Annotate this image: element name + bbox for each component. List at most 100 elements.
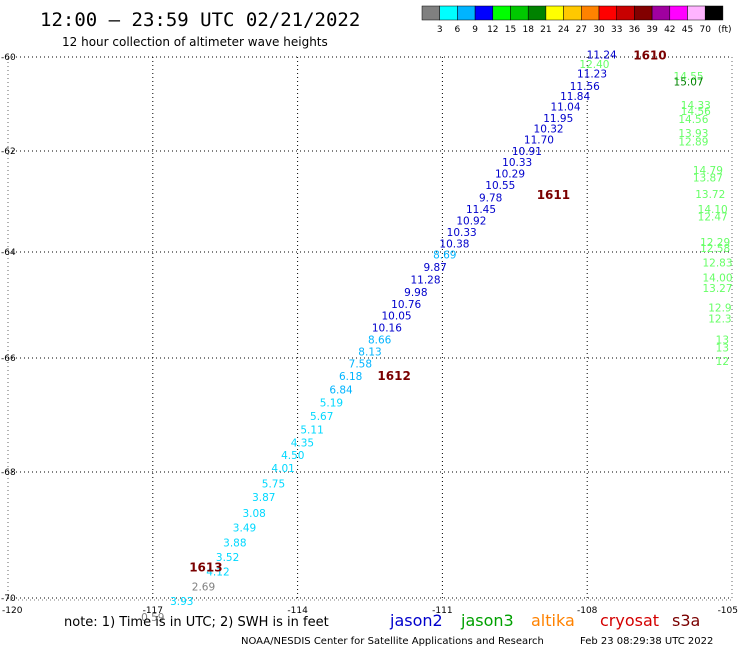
chart-title: 12:00 – 23:59 UTC 02/21/2022 <box>40 9 360 31</box>
wave-height-value: 9.78 <box>479 192 502 204</box>
wave-height-value: 5.19 <box>320 397 343 409</box>
wave-height-value: 12.9 <box>708 303 731 315</box>
scale-label: 24 <box>558 25 570 35</box>
wave-height-value: 11.23 <box>577 68 607 80</box>
scale-label: 3 <box>437 25 443 35</box>
wave-height-value: 12.89 <box>678 137 708 149</box>
wave-height-value: 8.13 <box>358 347 381 359</box>
scale-swatch <box>581 5 600 21</box>
satellite-label: altika <box>531 611 575 630</box>
scale-swatch <box>651 5 671 21</box>
wave-height-value: 11.04 <box>550 101 580 113</box>
scale-swatch <box>474 5 494 21</box>
scale-swatch <box>563 5 582 21</box>
y-tick-label: -62 <box>1 147 16 157</box>
scale-swatch <box>634 5 653 21</box>
wave-height-value: 3.49 <box>233 522 256 534</box>
wave-height-value: 3.93 <box>170 596 193 608</box>
x-tick-label: -120 <box>2 606 23 616</box>
wave-height-value: 5.75 <box>262 478 285 490</box>
wave-height-value: 10.76 <box>391 299 421 311</box>
wave-height-value: 12.83 <box>702 258 732 270</box>
wave-height-value: 13.87 <box>693 172 723 184</box>
y-tick-label: -64 <box>1 248 16 258</box>
scale-swatch <box>492 5 511 21</box>
wave-height-value: 3.88 <box>223 538 246 550</box>
wave-height-value: 11.45 <box>466 204 496 216</box>
x-tick-label: -108 <box>577 606 598 616</box>
wave-height-value: 10.05 <box>382 311 412 323</box>
scale-label: 9 <box>472 25 478 35</box>
y-tick-label: -66 <box>1 354 16 364</box>
wave-height-value: 14.56 <box>681 106 711 118</box>
scale-label: 12 <box>487 25 498 35</box>
wave-height-value: 13 <box>716 334 729 346</box>
wave-height-value: 10.38 <box>439 238 469 250</box>
wave-height-value: 3.52 <box>216 552 239 564</box>
wave-height-value: 12.40 <box>579 59 609 71</box>
wave-height-value: 14.10 <box>698 204 728 216</box>
wave-height-value: 3.08 <box>242 508 265 520</box>
wave-height-value: 11.56 <box>570 81 600 93</box>
pass-labels: 1610 1611 1612 1613 <box>189 49 666 575</box>
wave-height-value: 4.12 <box>206 567 229 579</box>
wave-height-value: 6.18 <box>339 371 362 383</box>
scale-swatch <box>510 5 529 21</box>
wave-height-value: 12.29 <box>700 237 730 249</box>
wave-height-value: 10.33 <box>502 157 532 169</box>
scale-label: 30 <box>593 25 605 35</box>
satellite-legend: jason2 jason3 altika cryosat s3a <box>389 611 700 630</box>
y-tick-label: -70 <box>1 594 16 604</box>
scale-label: 21 <box>540 25 551 35</box>
wave-height-value: 5.67 <box>310 411 333 423</box>
scale-label: 15 <box>505 25 516 35</box>
satellite-label: jason2 <box>389 611 443 630</box>
wave-height-value: 9.87 <box>423 262 446 274</box>
scale-swatch <box>527 5 547 21</box>
wave-height-value: 12.3 <box>708 313 731 325</box>
scale-unit-label: (ft) <box>718 25 732 35</box>
footer-note: note: 1) Time is in UTC; 2) SWH is in fe… <box>64 615 329 630</box>
wave-height-value: 12 <box>716 356 729 368</box>
chart-subtitle: 12 hour collection of altimeter wave hei… <box>62 35 328 49</box>
scale-swatch <box>704 5 724 21</box>
x-tick-label: -111 <box>432 606 452 616</box>
color-scale-legend: 3 6 9 12 15 18 21 24 27 30 33 36 39 42 45 70 <box>421 5 724 35</box>
footer-timestamp: Feb 23 08:29:38 UTC 2022 <box>580 636 713 647</box>
scale-label: 36 <box>629 25 641 35</box>
axis-ticks: -120 -117 -114 -111 -108 -105 -60 -62 -64 -66 -68 -… <box>1 53 738 616</box>
wave-height-value: 9.98 <box>404 287 427 299</box>
wave-height-value: 12.58 <box>700 243 730 255</box>
wave-height-value: 12.47 <box>698 212 728 224</box>
scale-label: 39 <box>646 25 658 35</box>
scale-label: 70 <box>699 25 711 35</box>
pass-label: 1611 <box>537 188 570 202</box>
pass-label: 1612 <box>377 369 410 383</box>
x-tick-label: -117 <box>143 606 163 616</box>
scale-label: 27 <box>576 25 587 35</box>
plot-frame <box>7 56 733 601</box>
y-tick-label: -60 <box>1 53 16 63</box>
satellite-label: jason3 <box>460 611 514 630</box>
scale-swatch <box>457 5 476 21</box>
wave-height-value: 4.35 <box>291 437 314 449</box>
scale-swatch <box>669 5 688 21</box>
wave-height-value: 10.16 <box>372 322 402 334</box>
wave-height-value: 11.28 <box>410 275 440 287</box>
x-tick-label: -105 <box>718 606 738 616</box>
wave-height-value: 13.93 <box>678 128 708 140</box>
wave-height-value: 11.24 <box>587 50 617 62</box>
wave-height-value: 0.59 <box>141 612 164 624</box>
wave-height-value: 13.27 <box>702 283 732 295</box>
wave-height-value: 7.58 <box>349 359 372 371</box>
scale-swatch <box>421 5 440 21</box>
plot-grid <box>7 56 733 601</box>
footer-credit: NOAA/NESDIS Center for Satellite Applica… <box>241 636 544 647</box>
x-tick-label: -114 <box>287 606 308 616</box>
satellite-label: cryosat <box>600 611 659 630</box>
y-tick-label: -68 <box>1 468 16 478</box>
wave-height-value: 10.55 <box>485 180 515 192</box>
pass-label: 1613 <box>189 561 222 575</box>
wave-height-value: 14.55 <box>674 71 704 83</box>
